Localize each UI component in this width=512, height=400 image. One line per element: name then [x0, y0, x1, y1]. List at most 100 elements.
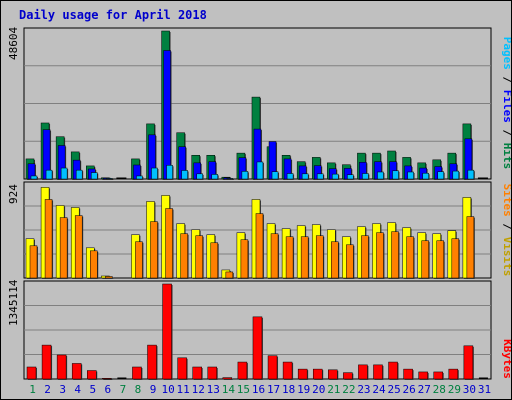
- kbytes-bar: [267, 355, 279, 380]
- x-tick-label: 12: [192, 383, 205, 396]
- kbytes-bar: [463, 345, 474, 380]
- sites-bar: [466, 216, 475, 279]
- x-tick-label: 5: [89, 383, 96, 396]
- x-tick-label: 1: [29, 383, 36, 396]
- x-tick-label: 2: [44, 383, 51, 396]
- pages-bar: [196, 173, 204, 180]
- pages-bar: [422, 172, 430, 180]
- kbytes-bar: [56, 354, 68, 380]
- x-tick-label: 7: [120, 383, 127, 396]
- y-max-label: 1345114: [7, 279, 20, 326]
- legend-hits: Hits: [501, 143, 511, 170]
- kbytes-bar: [388, 361, 399, 380]
- sites-bar: [255, 213, 264, 279]
- x-tick-label: 15: [237, 383, 250, 396]
- kbytes-bar: [102, 378, 113, 380]
- pages-bar: [136, 175, 144, 180]
- kbytes-bar: [403, 368, 414, 380]
- x-tick-label: 30: [463, 383, 476, 396]
- x-tick-label: 28: [433, 383, 446, 396]
- sites-bar: [90, 250, 99, 279]
- x-tick-label: 21: [327, 383, 340, 396]
- pages-bar: [181, 170, 189, 180]
- kbytes-bar: [192, 366, 203, 380]
- kbytes-bar: [207, 366, 218, 380]
- x-tick-label: 9: [150, 383, 157, 396]
- pages-bar: [316, 173, 325, 180]
- x-tick-label: 23: [357, 383, 370, 396]
- sites-bar: [225, 271, 234, 279]
- sites-bar: [195, 235, 204, 279]
- x-tick-label: 3: [59, 383, 66, 396]
- kbytes-bar: [162, 283, 173, 380]
- pages-bar: [437, 171, 445, 180]
- kbytes-bar: [433, 371, 444, 380]
- x-tick-label: 16: [252, 383, 265, 396]
- x-tick-label: 4: [74, 383, 81, 396]
- x-tick-label: 20: [312, 383, 325, 396]
- pages-bar: [75, 169, 84, 180]
- legend-sites: Sites: [501, 184, 511, 217]
- kbytes-bar: [147, 344, 158, 380]
- pages-bar: [452, 170, 460, 180]
- kbytes-bar: [237, 361, 248, 380]
- pages-bar: [392, 170, 400, 180]
- pages-bar: [271, 171, 280, 180]
- pages-bar: [301, 173, 310, 180]
- x-tick-label: 11: [177, 383, 190, 396]
- x-tick-label: 6: [105, 383, 112, 396]
- legend-label: Pages / Files / Hits: [501, 37, 511, 170]
- x-tick-label: 24: [372, 383, 386, 396]
- sites-bar: [105, 276, 114, 279]
- x-tick-label: 22: [342, 383, 355, 396]
- pages-bar: [211, 174, 219, 180]
- pages-bar: [377, 171, 385, 180]
- sites-bar: [135, 241, 144, 279]
- pages-bar: [30, 175, 38, 180]
- legend-kbytes: KBytes: [501, 339, 511, 379]
- legend-files: Files: [501, 90, 511, 123]
- x-tick-label: 8: [135, 383, 142, 396]
- kbytes-bar: [418, 371, 429, 380]
- sites-bar: [331, 241, 340, 279]
- kbytes-bar: [373, 364, 384, 380]
- kbytes-bar: [448, 368, 459, 380]
- sites-bar: [300, 236, 310, 279]
- kbytes-bar: [343, 372, 354, 380]
- sites-bar: [346, 244, 355, 279]
- chart-title: Daily usage for April 2018: [19, 8, 207, 22]
- sites-bar: [210, 242, 219, 279]
- kbytes-bar: [87, 370, 98, 380]
- sites-bar: [44, 199, 54, 279]
- x-tick-label: 25: [387, 383, 400, 396]
- pages-bar: [362, 173, 370, 180]
- pages-bar: [60, 167, 69, 180]
- y-max-label: 48604: [7, 27, 20, 60]
- x-tick-label: 10: [161, 383, 174, 396]
- y-max-label: 924: [7, 184, 20, 204]
- pages-bar: [45, 169, 54, 180]
- sites-bar: [436, 240, 445, 279]
- pages-bar: [332, 173, 340, 180]
- sites-bar: [150, 221, 159, 279]
- sites-bar: [451, 238, 460, 279]
- kbytes-bar: [71, 363, 83, 380]
- pages-bar: [467, 169, 475, 180]
- kbytes-bar: [177, 357, 188, 380]
- pages-bar: [407, 171, 415, 180]
- x-tick-label: 13: [207, 383, 220, 396]
- pages-bar: [226, 178, 234, 180]
- kbytes-bar: [252, 316, 263, 380]
- kbytes-bar: [41, 344, 53, 380]
- sites-bar: [180, 233, 189, 279]
- legend-pages: Pages: [501, 37, 511, 70]
- legend-visits: Visits: [501, 237, 511, 277]
- sites-bar: [240, 239, 249, 279]
- sites-bar: [74, 215, 84, 279]
- kbytes-bar: [282, 361, 294, 380]
- pages-bar: [347, 174, 355, 180]
- sites-bar: [59, 217, 69, 279]
- pages-bar: [151, 167, 159, 180]
